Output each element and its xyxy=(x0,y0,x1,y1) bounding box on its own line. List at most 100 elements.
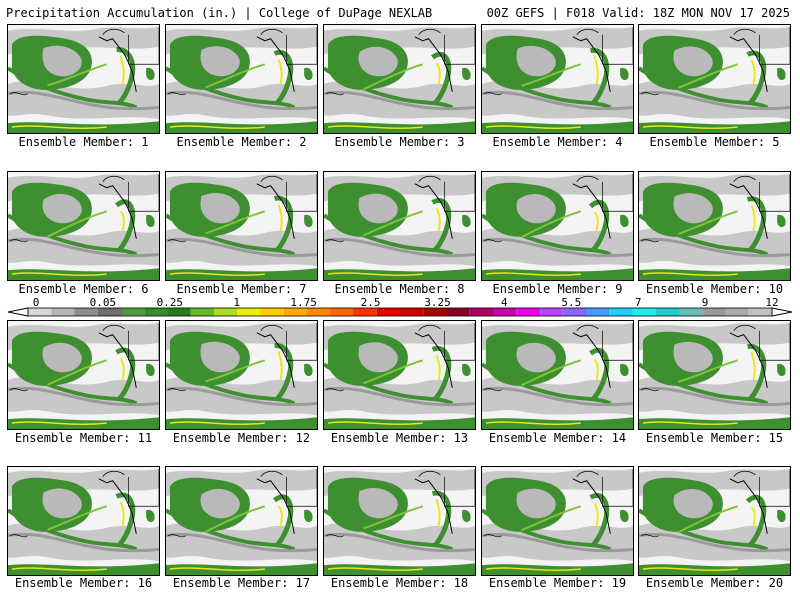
colorbar-swatch xyxy=(144,308,168,316)
valid-time-label: 00Z GEFS | F018 Valid: 18Z MON NOV 17 20… xyxy=(486,6,790,20)
ensemble-member-map xyxy=(481,24,634,134)
ensemble-member-map xyxy=(481,320,634,430)
ensemble-member-label: Ensemble Member: 6 xyxy=(18,282,149,296)
colorbar-swatch xyxy=(283,308,307,316)
precip-map xyxy=(639,467,790,575)
colorbar-tick-label: 12 xyxy=(765,296,778,309)
colorbar-swatch xyxy=(376,308,400,316)
colorbar-swatch xyxy=(586,308,610,316)
colorbar-swatch xyxy=(679,308,703,316)
colorbar-right-arrow xyxy=(771,307,793,317)
ensemble-member-map xyxy=(7,320,160,430)
ensemble-member-label: Ensemble Member: 10 xyxy=(645,282,784,296)
colorbar-swatch xyxy=(97,308,121,316)
ensemble-member-map xyxy=(165,320,318,430)
colorbar-swatch xyxy=(655,308,679,316)
ensemble-member-map xyxy=(638,320,791,430)
colorbar-swatch xyxy=(493,308,517,316)
colorbar-svg: 0 0.05 0.25 1 1.75 2.5 3.25 4 5.5 7 9 12 xyxy=(7,296,793,317)
colorbar-swatch xyxy=(516,308,540,316)
precip-map xyxy=(482,172,633,280)
colorbar-swatch xyxy=(74,308,98,316)
colorbar-swatch xyxy=(353,308,377,316)
ensemble-member-label: Ensemble Member: 13 xyxy=(330,431,469,445)
precip-map xyxy=(8,467,159,575)
ensemble-member-label: Ensemble Member: 19 xyxy=(488,576,627,590)
colorbar-swatch xyxy=(190,308,214,316)
ensemble-member-label: Ensemble Member: 15 xyxy=(645,431,784,445)
colorbar-tick-label: 5.5 xyxy=(561,296,581,309)
precip-map xyxy=(324,25,475,133)
ensemble-member-label: Ensemble Member: 3 xyxy=(334,135,465,149)
ensemble-member-map xyxy=(323,24,476,134)
colorbar-swatch xyxy=(330,308,354,316)
ensemble-member-map xyxy=(638,24,791,134)
ensemble-member-label: Ensemble Member: 2 xyxy=(176,135,307,149)
colorbar-swatch xyxy=(307,308,331,316)
colorbar-swatch xyxy=(702,308,726,316)
precip-map xyxy=(639,321,790,429)
ensemble-member-map xyxy=(7,466,160,576)
colorbar-tick-label: 1 xyxy=(233,296,240,309)
colorbar-tick-label: 4 xyxy=(501,296,508,309)
ensemble-member-label: Ensemble Member: 4 xyxy=(492,135,623,149)
precip-map xyxy=(324,172,475,280)
ensemble-member-map xyxy=(165,24,318,134)
ensemble-member-map xyxy=(323,466,476,576)
ensemble-member-label: Ensemble Member: 5 xyxy=(649,135,780,149)
ensemble-member-label: Ensemble Member: 7 xyxy=(176,282,307,296)
ensemble-member-map xyxy=(7,24,160,134)
ensemble-member-label: Ensemble Member: 18 xyxy=(330,576,469,590)
colorbar-swatch xyxy=(539,308,563,316)
colorbar-swatch xyxy=(28,308,52,316)
ensemble-member-map xyxy=(638,171,791,281)
colorbar-swatch xyxy=(469,308,493,316)
colorbar-tick-label: 0 xyxy=(33,296,40,309)
ensemble-member-label: Ensemble Member: 16 xyxy=(14,576,153,590)
precip-map xyxy=(166,25,317,133)
ensemble-member-map xyxy=(7,171,160,281)
precip-map xyxy=(482,25,633,133)
ensemble-member-label: Ensemble Member: 20 xyxy=(645,576,784,590)
colorbar-tick-label: 1.75 xyxy=(290,296,317,309)
colorbar-swatch xyxy=(121,308,145,316)
precip-map xyxy=(166,467,317,575)
colorbar-tick-label: 0.05 xyxy=(90,296,117,309)
precip-map xyxy=(8,25,159,133)
colorbar-swatch xyxy=(748,308,772,316)
precip-map xyxy=(639,172,790,280)
colorbar-tick-label: 2.5 xyxy=(361,296,381,309)
colorbar-swatch xyxy=(423,308,447,316)
ensemble-member-label: Ensemble Member: 1 xyxy=(18,135,149,149)
colorbar-swatch xyxy=(725,308,749,316)
precip-map xyxy=(482,467,633,575)
colorbar-swatch xyxy=(632,308,656,316)
ensemble-member-label: Ensemble Member: 17 xyxy=(172,576,311,590)
ensemble-member-map xyxy=(323,171,476,281)
precip-map xyxy=(324,467,475,575)
precip-map xyxy=(166,172,317,280)
precip-map xyxy=(639,25,790,133)
colorbar-swatch xyxy=(260,308,284,316)
precip-colorbar: 0 0.05 0.25 1 1.75 2.5 3.25 4 5.5 7 9 12 xyxy=(7,296,793,320)
colorbar-swatch xyxy=(400,308,424,316)
colorbar-swatch xyxy=(446,308,470,316)
colorbar-swatch xyxy=(214,308,238,316)
ensemble-member-label: Ensemble Member: 8 xyxy=(334,282,465,296)
precip-map xyxy=(324,321,475,429)
colorbar-tick-label: 7 xyxy=(635,296,642,309)
colorbar-swatch xyxy=(167,308,191,316)
colorbar-swatch xyxy=(562,308,586,316)
colorbar-tick-label: 3.25 xyxy=(424,296,451,309)
colorbar-swatch xyxy=(609,308,633,316)
ensemble-member-map xyxy=(165,171,318,281)
colorbar-swatch xyxy=(51,308,75,316)
colorbar-tick-label: 0.25 xyxy=(157,296,184,309)
colorbar-swatch xyxy=(237,308,261,316)
ensemble-member-map xyxy=(323,320,476,430)
colorbar-left-arrow xyxy=(7,307,29,317)
ensemble-member-label: Ensemble Member: 11 xyxy=(14,431,153,445)
ensemble-member-label: Ensemble Member: 14 xyxy=(488,431,627,445)
ensemble-member-map xyxy=(481,171,634,281)
precip-map xyxy=(166,321,317,429)
